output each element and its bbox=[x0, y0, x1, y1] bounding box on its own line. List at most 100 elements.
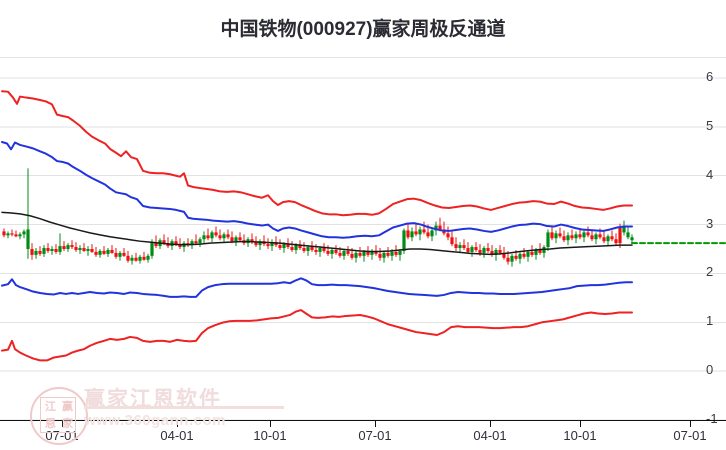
candle-body bbox=[306, 247, 310, 251]
y-axis-tick-label: 0 bbox=[706, 362, 714, 378]
candle-body bbox=[370, 250, 374, 255]
candle-body bbox=[614, 239, 618, 244]
candle-body bbox=[522, 253, 526, 257]
candle-body bbox=[534, 249, 538, 255]
x-axis-tick-label: 10-01 bbox=[563, 428, 597, 443]
candle-body bbox=[102, 250, 106, 254]
candle-body bbox=[298, 245, 302, 249]
candle-body bbox=[514, 255, 518, 259]
candle-body bbox=[78, 248, 82, 250]
candle-body bbox=[330, 249, 334, 254]
candle-body bbox=[286, 244, 290, 248]
x-axis-line bbox=[0, 420, 726, 421]
candle-body bbox=[518, 253, 522, 259]
candle-body bbox=[566, 235, 570, 241]
candle-body bbox=[250, 239, 254, 243]
candle-body bbox=[38, 250, 42, 254]
candle-body bbox=[98, 250, 102, 255]
candle-body bbox=[118, 252, 122, 257]
gridline-group bbox=[0, 57, 726, 420]
candle-body bbox=[294, 245, 298, 250]
candle-body bbox=[362, 251, 366, 256]
candle-body bbox=[18, 234, 22, 237]
candle-body bbox=[478, 249, 482, 253]
candle-body bbox=[618, 226, 622, 244]
candle-body bbox=[538, 249, 542, 253]
candle-body bbox=[510, 255, 514, 262]
candle-body bbox=[278, 245, 282, 249]
candle-body bbox=[430, 230, 434, 237]
series-lower-inner-band bbox=[1, 277, 633, 298]
y-axis-tick-label: 2 bbox=[706, 264, 714, 280]
candle-body bbox=[50, 249, 54, 251]
candle-body bbox=[218, 235, 222, 239]
candle-body bbox=[234, 237, 238, 242]
candle-body bbox=[406, 230, 410, 238]
candle-body bbox=[374, 250, 378, 254]
candle-body bbox=[586, 232, 590, 236]
page-title: 中国铁物(000927)赢家周极反通道 bbox=[220, 19, 506, 40]
chart-svg bbox=[0, 57, 726, 420]
candle-body bbox=[402, 230, 406, 251]
candle-body bbox=[90, 249, 94, 252]
candle-body bbox=[238, 237, 242, 241]
series-upper-inner-band bbox=[1, 141, 633, 239]
candle-body bbox=[486, 248, 490, 251]
candle-body bbox=[414, 231, 418, 235]
candle-body bbox=[502, 252, 506, 258]
candle-body bbox=[314, 249, 318, 252]
candle-body bbox=[10, 233, 14, 235]
candle-body bbox=[474, 247, 478, 250]
candle-body bbox=[554, 233, 558, 239]
x-axis-tick-mark bbox=[270, 420, 271, 427]
candle-body bbox=[14, 234, 18, 237]
candle-body bbox=[578, 234, 582, 238]
candle-body bbox=[30, 249, 34, 255]
x-axis-tick-mark bbox=[375, 420, 376, 427]
candle-body bbox=[174, 241, 178, 245]
candle-body bbox=[574, 234, 578, 239]
x-axis-tick-label: 07-01 bbox=[358, 428, 392, 443]
y-axis-tick-label: 5 bbox=[706, 117, 714, 133]
x-axis-tick-mark bbox=[690, 420, 691, 427]
candle-body bbox=[162, 240, 166, 244]
candle-body bbox=[590, 235, 594, 240]
candle-body bbox=[626, 232, 630, 238]
candle-body bbox=[106, 249, 110, 254]
candle-body bbox=[222, 234, 226, 239]
candle-body bbox=[358, 252, 362, 256]
candle-body bbox=[526, 251, 530, 257]
candle-body bbox=[62, 246, 66, 250]
candle-body bbox=[434, 225, 438, 231]
candle-body bbox=[178, 244, 182, 248]
candle-body bbox=[310, 247, 314, 250]
candle-body bbox=[254, 242, 258, 246]
candlestick-group bbox=[2, 168, 634, 267]
chart-plot-area[interactable] bbox=[0, 57, 726, 420]
candle-body bbox=[122, 252, 126, 256]
candle-body bbox=[82, 248, 86, 251]
candle-body bbox=[546, 232, 550, 248]
candle-body bbox=[42, 248, 46, 254]
x-axis-tick-label: 10-01 bbox=[253, 428, 287, 443]
candle-body bbox=[270, 242, 274, 247]
candle-body bbox=[338, 252, 342, 256]
candle-body bbox=[66, 245, 70, 250]
candle-body bbox=[382, 252, 386, 258]
x-axis-tick-mark bbox=[177, 420, 178, 427]
candle-body bbox=[378, 253, 382, 258]
candle-body bbox=[26, 229, 30, 250]
candle-body bbox=[86, 249, 90, 251]
candle-body bbox=[114, 252, 118, 257]
candle-body bbox=[198, 239, 202, 244]
candle-body bbox=[150, 242, 154, 256]
candle-body bbox=[322, 248, 326, 251]
candle-body bbox=[226, 234, 230, 238]
candle-body bbox=[230, 237, 234, 242]
candle-body bbox=[210, 232, 214, 239]
candle-body bbox=[326, 250, 330, 254]
candle-body bbox=[410, 231, 414, 238]
y-axis-tick-label: 1 bbox=[706, 313, 714, 329]
candle-body bbox=[390, 251, 394, 256]
